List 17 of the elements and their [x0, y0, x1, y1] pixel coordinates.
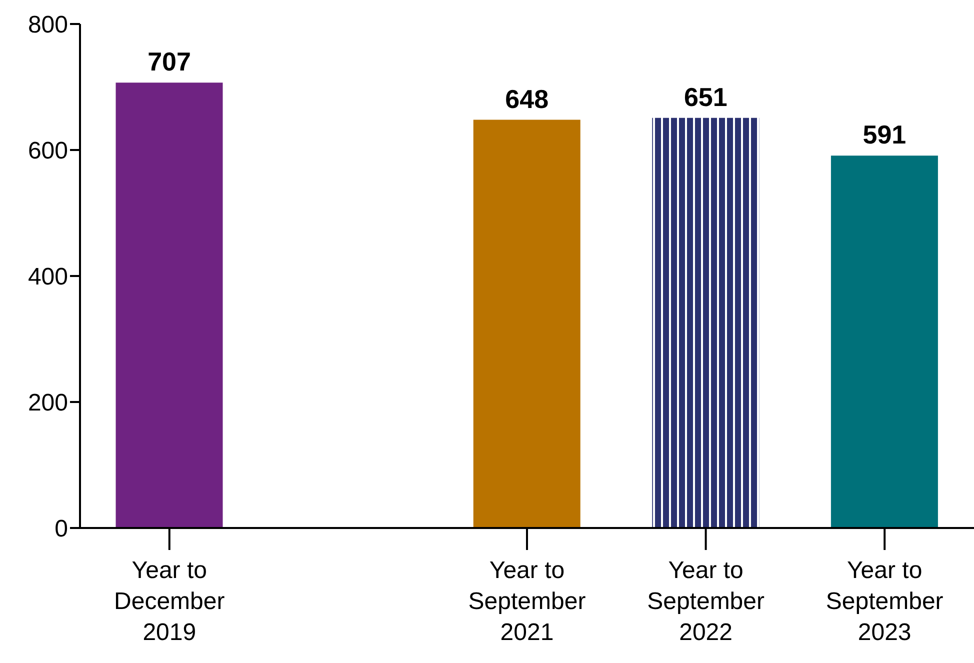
bar: [473, 120, 580, 528]
data-label: 651: [684, 82, 728, 112]
bar: [830, 156, 938, 528]
y-tick-label: 800: [28, 12, 68, 39]
y-tick-label: 0: [54, 516, 68, 543]
y-tick-label: 200: [28, 390, 68, 417]
bar: [116, 82, 223, 528]
x-tick-label: Year to September 2022: [647, 557, 765, 646]
data-label: 591: [862, 120, 906, 150]
x-tick-label: Year to September 2021: [468, 557, 586, 646]
y-tick-label: 400: [28, 264, 68, 291]
x-tick-label: Year to December 2019: [114, 557, 225, 646]
bar: [652, 118, 760, 528]
x-tick-label: Year to September 2023: [826, 557, 944, 646]
y-tick-label: 600: [28, 138, 68, 165]
data-label: 648: [505, 84, 549, 114]
data-label: 707: [148, 46, 191, 77]
